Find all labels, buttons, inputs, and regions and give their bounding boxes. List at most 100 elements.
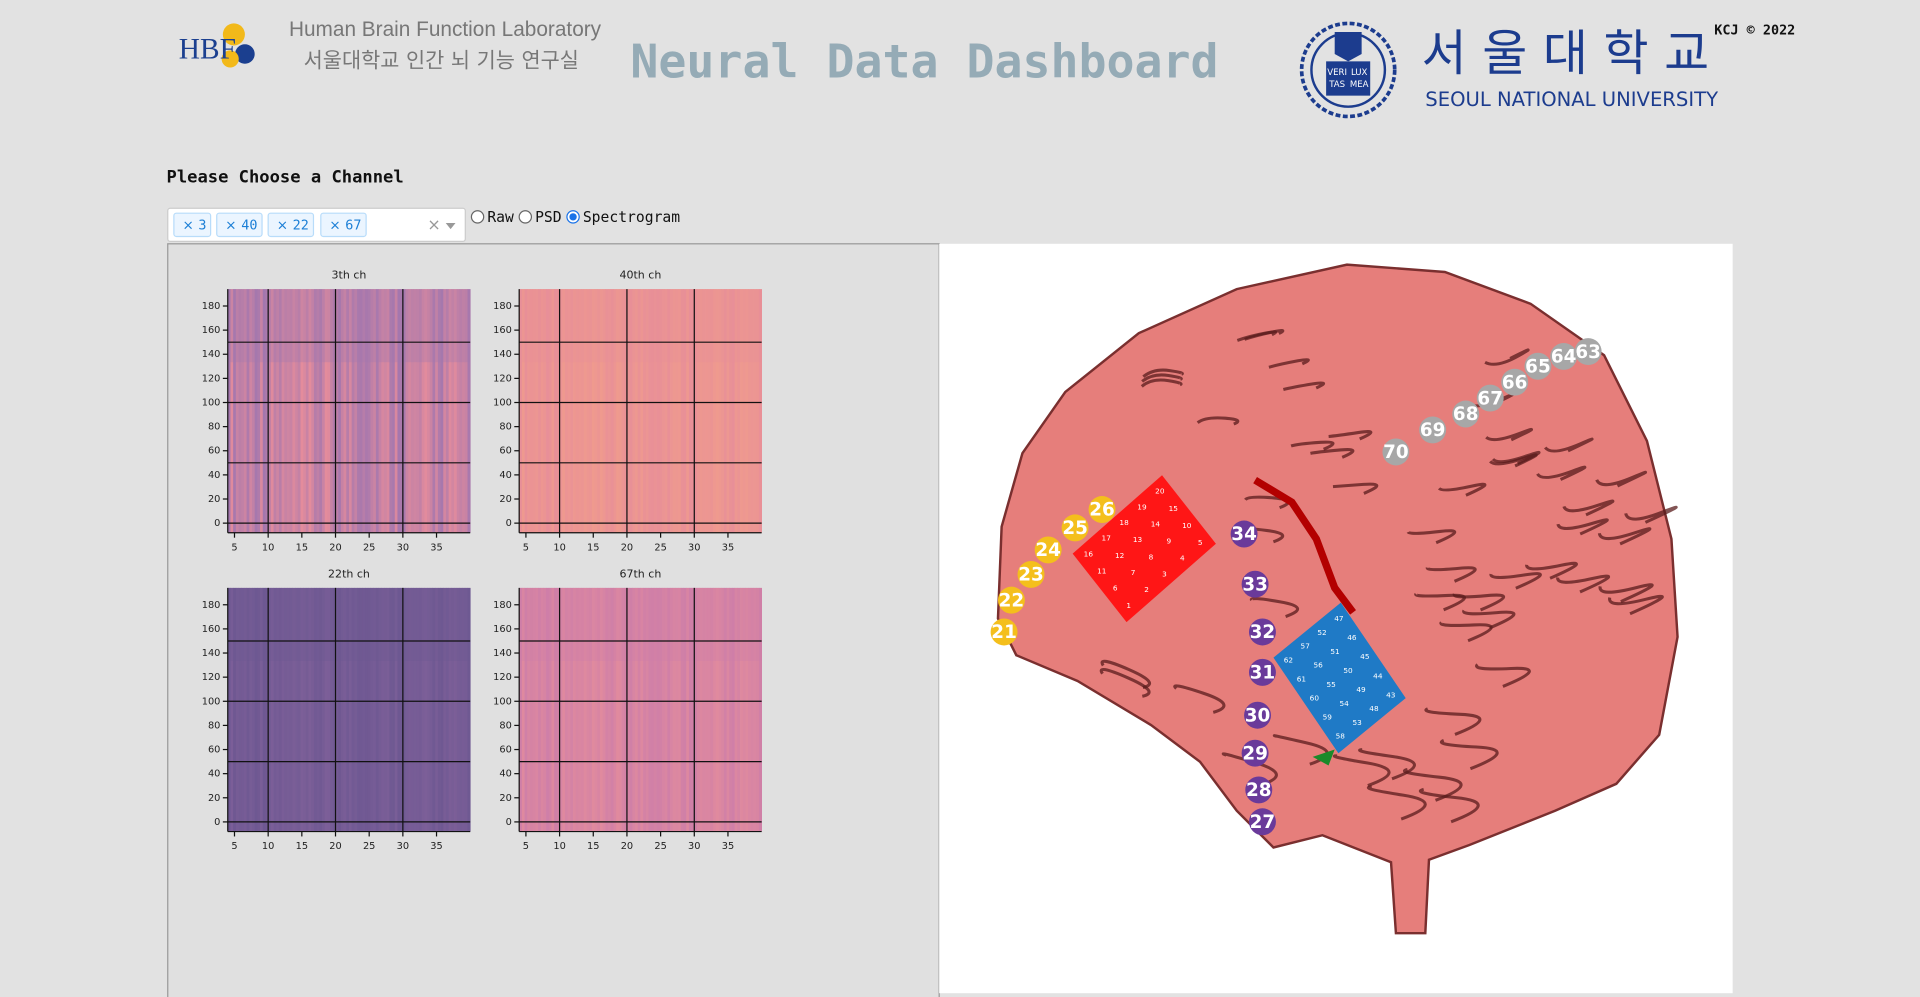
tag-remove[interactable]: ×	[277, 218, 288, 233]
sulcus	[1140, 378, 1183, 388]
y-tick-label: 60	[208, 446, 220, 457]
central-sulcus	[1253, 476, 1357, 615]
electrode-label: 30	[1245, 705, 1271, 726]
y-tick-label: 80	[208, 422, 220, 433]
channel-tag[interactable]: × 67	[320, 212, 367, 238]
texture	[524, 587, 528, 832]
texture	[287, 289, 291, 533]
tag-box[interactable]	[216, 212, 263, 238]
texture	[394, 289, 398, 533]
tag-box[interactable]	[320, 212, 367, 238]
texture	[359, 289, 363, 533]
texture	[721, 289, 725, 533]
texture	[276, 587, 280, 832]
texture	[559, 587, 563, 832]
channel-tag[interactable]: × 40	[216, 212, 263, 238]
texture	[621, 587, 625, 832]
grid-electrode-label: 14	[1151, 519, 1161, 528]
radio-dot[interactable]	[569, 213, 577, 221]
texture	[338, 289, 342, 533]
sulcus	[1425, 566, 1477, 583]
texture	[629, 289, 633, 533]
texture	[300, 289, 304, 533]
texture	[241, 289, 245, 533]
radio-label[interactable]: Raw	[487, 209, 514, 226]
channel-select[interactable]	[167, 207, 466, 242]
dropdown-arrow[interactable]	[445, 222, 456, 230]
texture	[710, 289, 714, 533]
radio-label[interactable]: PSD	[535, 209, 562, 226]
radio-button[interactable]	[518, 210, 533, 224]
tag-remove[interactable]: ×	[225, 218, 236, 233]
electrode	[1017, 560, 1045, 588]
sulcus	[1598, 583, 1654, 604]
texture	[645, 587, 649, 832]
texture	[683, 587, 687, 832]
grid-electrode-label: 59	[1323, 713, 1333, 722]
grid-electrode-label: 54	[1339, 699, 1349, 708]
channel-tag[interactable]: × 3	[173, 212, 212, 238]
texture	[365, 587, 369, 832]
texture	[661, 289, 666, 533]
texture	[696, 587, 701, 832]
electrode-label: 24	[1035, 540, 1061, 561]
radio-label[interactable]: Spectrogram	[583, 209, 680, 226]
y-tick-label: 100	[493, 696, 512, 707]
tag-remove[interactable]: ×	[182, 218, 193, 233]
texture	[456, 587, 460, 832]
y-tick-label: 100	[202, 696, 221, 707]
channel-prompt: Please Choose a Channel	[167, 168, 404, 188]
texture	[659, 289, 663, 533]
texture	[732, 587, 736, 832]
texture	[392, 587, 396, 832]
texture	[316, 289, 320, 533]
radio-button[interactable]	[470, 210, 485, 224]
texture	[421, 587, 425, 832]
texture	[370, 289, 374, 533]
texture	[322, 587, 326, 832]
y-tick-label: 180	[493, 600, 512, 611]
texture	[445, 289, 450, 533]
electrode	[1088, 496, 1116, 523]
chart-title: 40th ch	[619, 269, 661, 282]
tag-box[interactable]	[173, 212, 212, 238]
sulcus	[1556, 518, 1609, 536]
texture	[367, 289, 371, 533]
texture	[408, 587, 412, 832]
texture	[378, 289, 382, 533]
texture	[402, 289, 406, 533]
texture	[265, 289, 269, 533]
electrode-label: 63	[1575, 342, 1601, 363]
texture	[462, 587, 466, 832]
electrode	[1245, 776, 1273, 804]
sulcus	[1328, 430, 1373, 441]
texture	[338, 587, 342, 832]
texture	[354, 587, 358, 832]
tag-remove[interactable]: ×	[329, 218, 340, 233]
clear-all[interactable]: ×	[427, 215, 440, 234]
grid-electrode-label: 11	[1097, 566, 1106, 575]
grid-electrode-label: 2	[1144, 585, 1149, 594]
y-tick-label: 120	[493, 672, 512, 683]
texture	[233, 289, 237, 533]
texture	[448, 587, 452, 832]
x-tick-label: 30	[688, 542, 700, 553]
sulcus	[1244, 495, 1290, 510]
sulcus	[1536, 465, 1587, 481]
tag-box[interactable]	[267, 212, 315, 238]
texture	[686, 289, 690, 533]
texture	[278, 289, 282, 533]
y-tick-label: 0	[506, 817, 512, 828]
texture	[651, 289, 655, 533]
texture	[467, 289, 471, 533]
y-tick-label: 40	[499, 470, 511, 481]
texture	[723, 587, 727, 832]
texture	[343, 289, 347, 533]
texture	[346, 289, 350, 533]
y-tick-label: 40	[208, 769, 220, 780]
texture	[529, 289, 534, 533]
texture	[715, 289, 719, 533]
y-tick-label: 60	[499, 446, 511, 457]
texture	[562, 587, 566, 832]
channel-tag[interactable]: × 22	[267, 212, 315, 238]
